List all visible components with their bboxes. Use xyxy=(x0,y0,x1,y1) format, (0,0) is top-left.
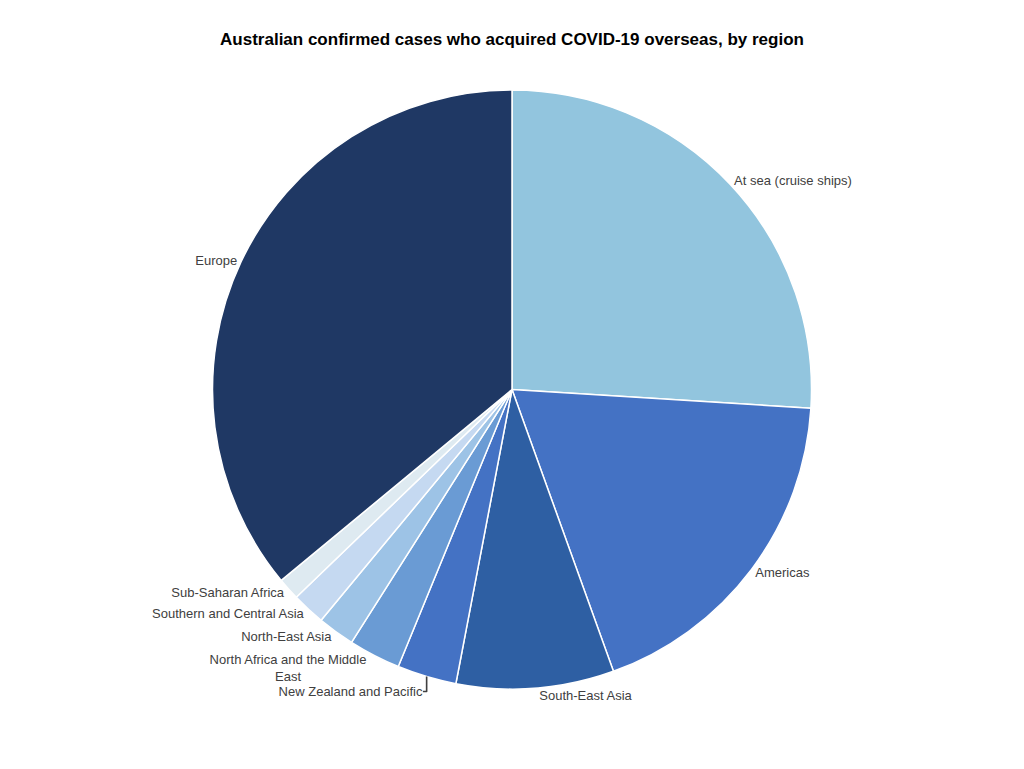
svg-text:Southern and Central Asia: Southern and Central Asia xyxy=(152,606,305,621)
svg-text:South-East Asia: South-East Asia xyxy=(539,688,632,703)
svg-text:Europe: Europe xyxy=(195,253,237,268)
svg-text:Australian confirmed cases who: Australian confirmed cases who acquired … xyxy=(220,30,804,49)
svg-text:At sea (cruise ships): At sea (cruise ships) xyxy=(734,173,852,188)
svg-text:North Africa and the MiddleEas: North Africa and the MiddleEast xyxy=(210,652,367,684)
svg-text:North-East Asia: North-East Asia xyxy=(241,629,332,644)
svg-text:New Zealand and Pacific: New Zealand and Pacific xyxy=(279,684,423,699)
svg-text:Sub-Saharan Africa: Sub-Saharan Africa xyxy=(171,585,285,600)
svg-text:Americas: Americas xyxy=(755,565,810,580)
